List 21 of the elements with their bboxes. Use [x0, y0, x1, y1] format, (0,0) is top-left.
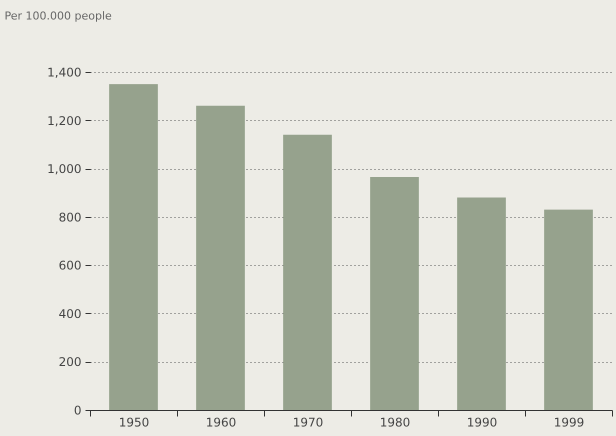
y-tick-label: 1,400: [47, 66, 82, 80]
bar: [109, 84, 158, 410]
y-tick-label: 0: [74, 404, 82, 418]
x-tick-label: 1980: [380, 416, 410, 430]
y-axis-title: Per 100.000 people: [4, 10, 112, 22]
x-tick-label: 1999: [554, 416, 584, 430]
bar: [457, 198, 506, 410]
y-tick-label: 1,200: [47, 114, 82, 128]
x-tick-label: 1960: [206, 416, 236, 430]
bar: [370, 177, 419, 410]
y-tick-label: 200: [58, 355, 82, 370]
bar: [544, 210, 593, 410]
y-tick-label: 800: [58, 210, 82, 224]
y-tick-label: 1,000: [47, 162, 82, 176]
bar: [283, 134, 332, 410]
x-tick-label: 1970: [292, 416, 324, 430]
y-tick-label: 600: [58, 258, 82, 273]
y-tick-label: 400: [58, 306, 82, 321]
x-tick-label: 1950: [118, 416, 150, 430]
bar: [196, 106, 245, 410]
x-tick-label: 1990: [466, 416, 498, 430]
